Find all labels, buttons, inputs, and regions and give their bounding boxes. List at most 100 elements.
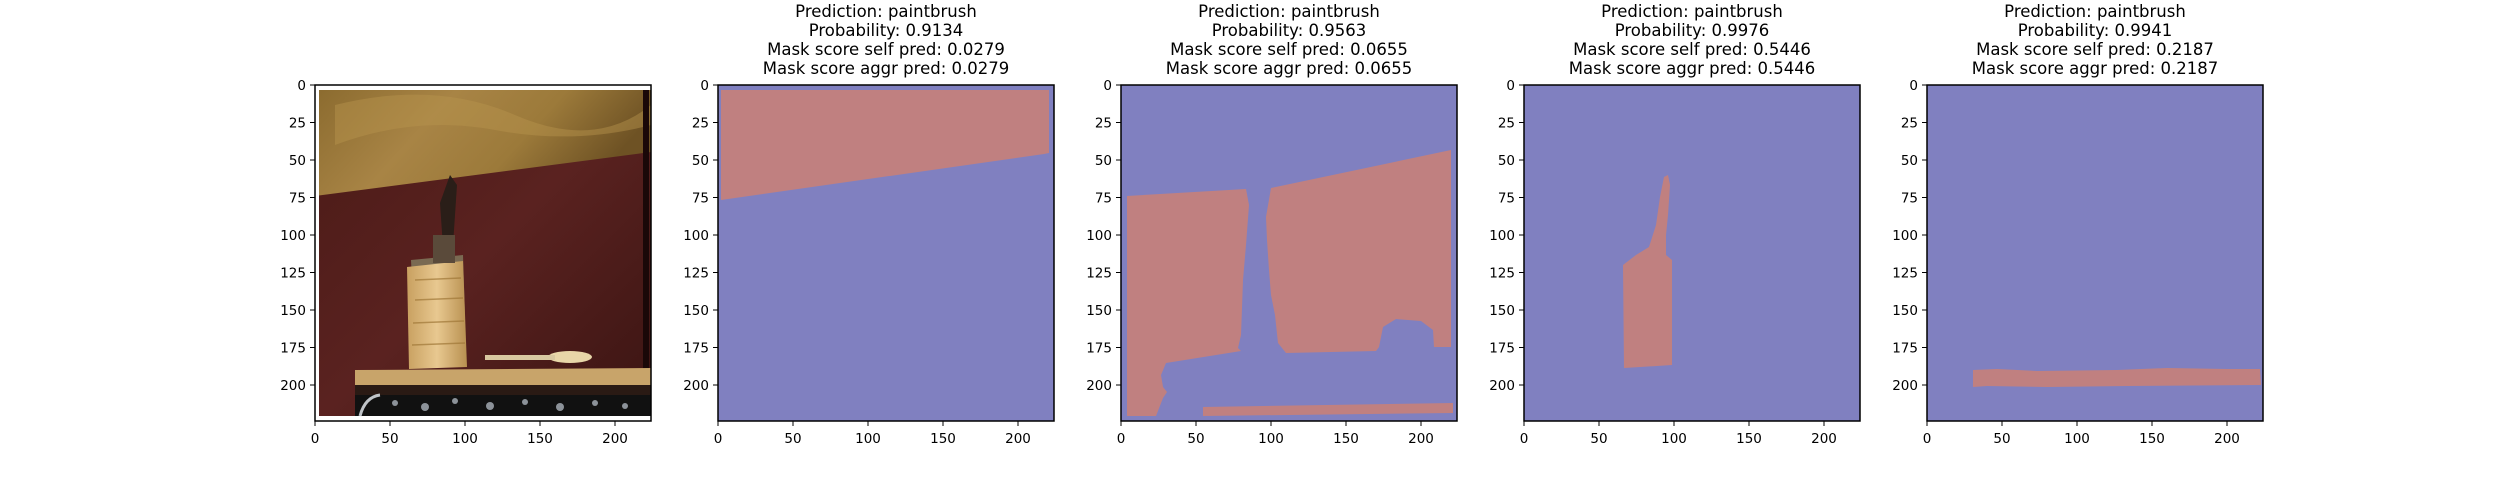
y-tick-label: 0 [1506, 78, 1515, 94]
mask-4-y-axis: 0 25 50 75 100 125 150 175 200 [1892, 78, 1927, 394]
title-line: Prediction: paintbrush [2004, 2, 2186, 21]
photo-frame [314, 84, 652, 422]
x-tick-label: 50 [381, 431, 398, 447]
y-tick-label: 125 [280, 266, 306, 282]
title-line: Mask score aggr pred: 0.0655 [1166, 59, 1412, 78]
mask-2-y-axis: 0 25 50 75 100 125 150 175 200 [1086, 78, 1121, 394]
x-tick-label: 50 [1590, 431, 1607, 447]
y-tick-label: 125 [1086, 266, 1112, 282]
mask-4-region [1973, 368, 2261, 387]
photo-x-axis: 0 50 100 150 200 [311, 421, 628, 447]
title-line: Mask score aggr pred: 0.0279 [763, 59, 1009, 78]
mask-1-x-axis: 0 50 100 150 200 [714, 421, 1031, 447]
y-tick-label: 175 [683, 341, 709, 357]
y-tick-label: 75 [692, 191, 709, 207]
mask-2-region-right [1266, 150, 1451, 353]
x-tick-label: 150 [1333, 431, 1359, 447]
y-tick-label: 200 [1489, 378, 1515, 394]
x-tick-label: 150 [2139, 431, 2165, 447]
y-tick-label: 25 [1901, 116, 1918, 132]
title-line: Prediction: paintbrush [1198, 2, 1380, 21]
y-tick-label: 125 [1892, 266, 1918, 282]
y-tick-label: 25 [692, 116, 709, 132]
y-tick-label: 200 [1892, 378, 1918, 394]
title-line: Probability: 0.9941 [2018, 21, 2173, 40]
y-tick-label: 100 [1892, 228, 1918, 244]
x-tick-label: 200 [2214, 431, 2240, 447]
x-tick-label: 150 [527, 431, 553, 447]
y-tick-label: 150 [1489, 303, 1515, 319]
x-tick-label: 0 [1923, 431, 1932, 447]
x-tick-label: 50 [1993, 431, 2010, 447]
mask-2-region [1127, 189, 1249, 416]
photo-image [315, 85, 651, 421]
title-line: Mask score aggr pred: 0.2187 [1972, 59, 2218, 78]
x-tick-label: 150 [1736, 431, 1762, 447]
y-tick-label: 75 [1498, 191, 1515, 207]
y-tick-label: 100 [1086, 228, 1112, 244]
title-line: Probability: 0.9134 [809, 21, 964, 40]
y-tick-label: 50 [1498, 153, 1515, 169]
x-tick-label: 100 [1661, 431, 1687, 447]
y-tick-label: 75 [289, 191, 306, 207]
x-tick-label: 200 [602, 431, 628, 447]
panel-photo: 0 50 100 150 200 0 25 50 75 100 125 150 175 200 [280, 78, 652, 447]
y-tick-label: 175 [1086, 341, 1112, 357]
y-tick-label: 50 [1901, 153, 1918, 169]
title-line: Mask score self pred: 0.0655 [1170, 40, 1408, 59]
y-tick-label: 75 [1901, 191, 1918, 207]
x-tick-label: 100 [1258, 431, 1284, 447]
mask-4-x-axis: 0 50 100 150 200 [1923, 421, 2240, 447]
y-tick-label: 75 [1095, 191, 1112, 207]
x-tick-label: 100 [2064, 431, 2090, 447]
x-tick-label: 100 [452, 431, 478, 447]
title-line: Probability: 0.9563 [1212, 21, 1367, 40]
y-tick-label: 200 [683, 378, 709, 394]
y-tick-label: 25 [289, 116, 306, 132]
y-tick-label: 50 [1095, 153, 1112, 169]
title-line: Mask score self pred: 0.5446 [1573, 40, 1811, 59]
title-line: Prediction: paintbrush [1601, 2, 1783, 21]
title-line: Prediction: paintbrush [795, 2, 977, 21]
title-line: Mask score aggr pred: 0.5446 [1569, 59, 1815, 78]
mask-1-y-axis: 0 25 50 75 100 125 150 175 200 [683, 78, 718, 394]
mask-1-frame [717, 84, 1055, 422]
title-line: Mask score self pred: 0.2187 [1976, 40, 2214, 59]
y-tick-label: 50 [692, 153, 709, 169]
y-tick-label: 25 [1095, 116, 1112, 132]
mask-3-frame [1523, 84, 1861, 422]
x-tick-label: 50 [784, 431, 801, 447]
x-tick-label: 50 [1187, 431, 1204, 447]
y-tick-label: 50 [289, 153, 306, 169]
x-tick-label: 200 [1408, 431, 1434, 447]
y-tick-label: 200 [1086, 378, 1112, 394]
mask-2-region-bottom [1203, 403, 1453, 416]
mask-3-y-axis: 0 25 50 75 100 125 150 175 200 [1489, 78, 1524, 394]
y-tick-label: 100 [1489, 228, 1515, 244]
y-tick-label: 175 [280, 341, 306, 357]
x-tick-label: 200 [1811, 431, 1837, 447]
mask-2-frame [1120, 84, 1458, 422]
mask-3-region [1623, 175, 1672, 368]
x-tick-label: 0 [714, 431, 723, 447]
y-tick-label: 0 [700, 78, 709, 94]
y-tick-label: 175 [1892, 341, 1918, 357]
y-tick-label: 0 [1909, 78, 1918, 94]
x-tick-label: 150 [930, 431, 956, 447]
x-tick-label: 0 [1117, 431, 1126, 447]
x-tick-label: 200 [1005, 431, 1031, 447]
y-tick-label: 0 [297, 78, 306, 94]
mask-4-frame [1926, 84, 2264, 422]
y-tick-label: 150 [1086, 303, 1112, 319]
mask-3-background [1524, 85, 1860, 421]
y-tick-label: 175 [1489, 341, 1515, 357]
mask-3-x-axis: 0 50 100 150 200 [1520, 421, 1837, 447]
